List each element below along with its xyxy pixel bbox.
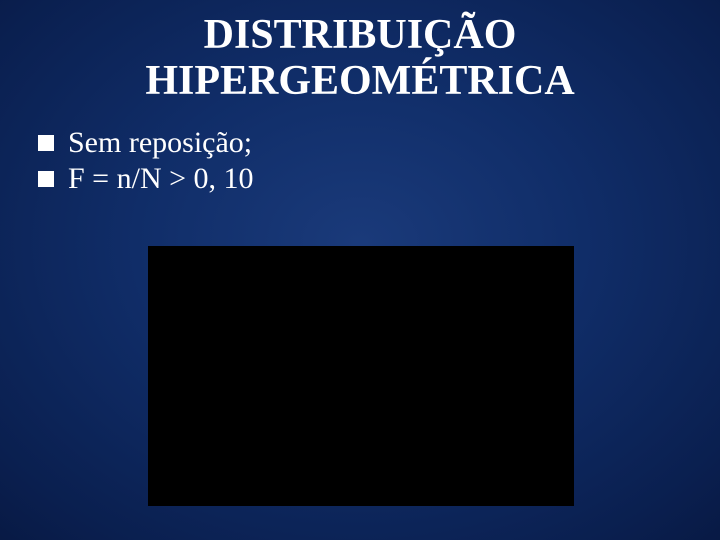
title-line-1: DISTRIBUIÇÃO: [204, 12, 517, 58]
bullet-text: F = n/N > 0, 10: [68, 162, 254, 196]
bullet-text: Sem reposição;: [68, 126, 252, 160]
title-line-2: HIPERGEOMÉTRICA: [145, 58, 574, 104]
content-placeholder: [148, 246, 574, 506]
square-bullet-icon: [38, 171, 54, 187]
list-item: Sem reposição;: [38, 126, 720, 160]
slide-title: DISTRIBUIÇÃO HIPERGEOMÉTRICA: [0, 0, 720, 104]
list-item: F = n/N > 0, 10: [38, 162, 720, 196]
bullet-list: Sem reposição; F = n/N > 0, 10: [0, 126, 720, 196]
square-bullet-icon: [38, 135, 54, 151]
